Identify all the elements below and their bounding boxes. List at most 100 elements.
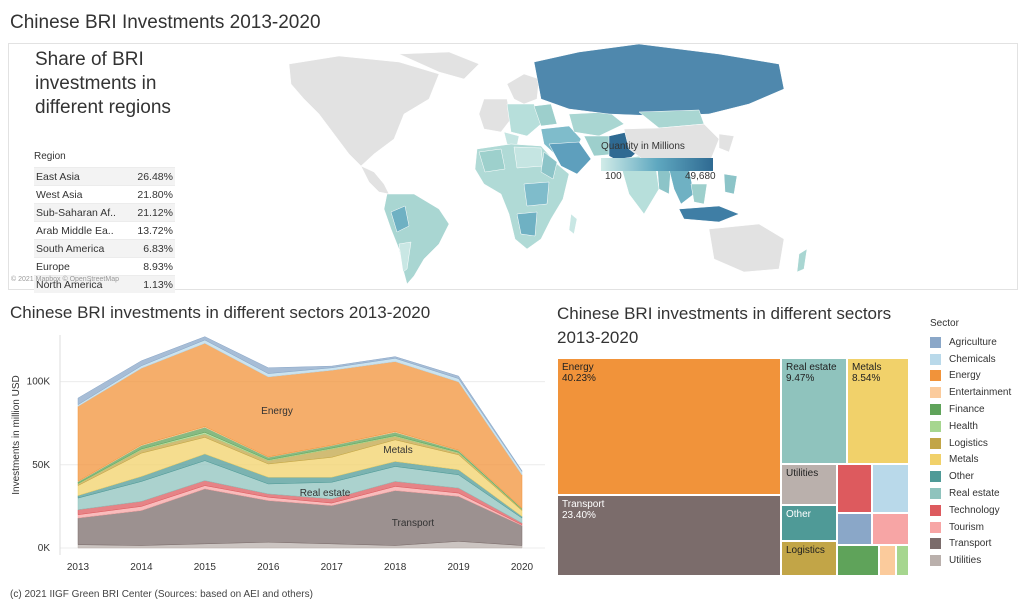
sector-swatch <box>930 521 941 533</box>
treemap-cell-energy[interactable]: Energy 40.23% <box>557 358 781 495</box>
region-name: North America <box>36 278 103 291</box>
treemap-cell-label: Real estate <box>786 362 837 373</box>
sector-legend-item[interactable]: Other <box>930 468 1024 485</box>
sector-legend-label: Chemicals <box>949 353 996 365</box>
region-row[interactable]: West Asia 21.80% <box>34 185 175 203</box>
region-name: West Asia <box>36 188 83 201</box>
region-row[interactable]: Europe 8.93% <box>34 257 175 275</box>
dashboard-title: Chinese BRI Investments 2013-2020 <box>10 12 321 33</box>
region-name: Sub-Saharan Af.. <box>36 206 116 219</box>
x-tick-label: 2016 <box>257 562 280 573</box>
area-series-label: Metals <box>383 445 412 456</box>
treemap-cell-health[interactable] <box>896 545 909 576</box>
region-row[interactable]: Arab Middle Ea.. 13.72% <box>34 221 175 239</box>
x-tick-label: 2014 <box>130 562 153 573</box>
sector-legend-title: Sector <box>930 318 959 329</box>
region-column-header: Region <box>34 151 66 162</box>
treemap-cell-finance[interactable] <box>837 545 879 576</box>
treemap-cell-tourism[interactable] <box>872 513 909 545</box>
area-series-agriculture[interactable] <box>77 336 523 473</box>
region-share: 21.12% <box>137 206 173 219</box>
treemap-cell-entertainment[interactable] <box>879 545 896 576</box>
sector-legend-item[interactable]: Agriculture <box>930 334 1024 351</box>
sector-swatch <box>930 370 941 382</box>
sector-legend-item[interactable]: Technology <box>930 502 1024 519</box>
x-tick-label: 2018 <box>384 562 407 573</box>
region-name: Arab Middle Ea.. <box>36 224 114 237</box>
sector-legend-label: Metals <box>949 454 979 466</box>
treemap-cell-label: Utilities <box>786 468 819 479</box>
area-chart[interactable]: 0K 50K 100K 2013 2014 2015 2016 2017 2018 2019 20… <box>0 330 555 580</box>
region-share: 26.48% <box>137 170 173 183</box>
region-name: East Asia <box>36 170 80 183</box>
treemap-cell-label: Transport <box>562 499 605 510</box>
sector-legend-item[interactable]: Chemicals <box>930 351 1024 368</box>
sector-legend-label: Transport <box>949 538 992 550</box>
region-share: 13.72% <box>137 224 173 237</box>
sector-legend-label: Health <box>949 420 978 432</box>
sector-swatch <box>930 336 941 348</box>
treemap-cell-label: Metals <box>852 362 882 373</box>
quantity-legend-min: 100 <box>605 171 622 182</box>
treemap-chart[interactable]: Energy 40.23% Transport 23.40% Real estate 9.… <box>557 358 909 576</box>
area-y-axis-label: Investments in million USD <box>11 375 22 494</box>
sector-swatch <box>930 353 941 365</box>
sector-legend-item[interactable]: Utilities <box>930 552 1024 569</box>
sector-legend-item[interactable]: Tourism <box>930 519 1024 536</box>
treemap-cell-label: Other <box>786 509 812 520</box>
sector-legend-item[interactable]: Energy <box>930 368 1024 385</box>
treemap-cell-utilities[interactable]: Utilities <box>781 464 837 505</box>
treemap-cell-technology[interactable] <box>837 464 872 513</box>
region-share: 1.13% <box>143 278 173 291</box>
sector-legend[interactable]: Sector Agriculture Chemicals Energy Enterta… <box>930 318 1024 569</box>
region-name: South America <box>36 242 105 255</box>
sector-legend-item[interactable]: Health <box>930 418 1024 435</box>
region-row[interactable]: East Asia 26.48% <box>34 167 175 185</box>
sector-legend-item[interactable]: Real estate <box>930 485 1024 502</box>
sector-legend-item[interactable]: Logistics <box>930 435 1024 452</box>
sector-legend-item[interactable]: Finance <box>930 401 1024 418</box>
map-copyright: © 2021 Mapbox © OpenStreetMap <box>11 276 119 283</box>
region-table[interactable]: Region East Asia 26.48% West Asia 21.80% Sub… <box>34 151 175 293</box>
sector-swatch <box>930 555 941 567</box>
treemap-cell-chemicals[interactable] <box>872 464 909 513</box>
treemap-cell-label: Logistics <box>786 545 825 556</box>
sector-legend-label: Energy <box>949 370 981 382</box>
sector-swatch <box>930 488 941 500</box>
region-row[interactable]: Sub-Saharan Af.. 21.12% <box>34 203 175 221</box>
treemap-title: Chinese BRI investments in different sec… <box>557 304 892 347</box>
treemap-cell-metals[interactable]: Metals 8.54% <box>847 358 909 464</box>
world-map[interactable] <box>279 44 869 289</box>
quantity-legend-title: Quantity in Millions <box>601 141 685 152</box>
sector-swatch <box>930 504 941 516</box>
sector-legend-item[interactable]: Entertainment <box>930 384 1024 401</box>
treemap-cell-agriculture[interactable] <box>837 513 872 545</box>
sector-legend-label: Logistics <box>949 437 988 449</box>
quantity-legend-max: 49,680 <box>685 171 716 182</box>
sector-legend-label: Other <box>949 471 975 483</box>
treemap-cell-real-estate[interactable]: Real estate 9.47% <box>781 358 847 464</box>
x-tick-label: 2020 <box>511 562 534 573</box>
sector-legend-item[interactable]: Transport <box>930 536 1024 553</box>
sector-legend-label: Utilities <box>949 555 982 567</box>
x-tick-label: 2017 <box>321 562 344 573</box>
quantity-legend: Quantity in Millions 100 49,680 <box>601 141 731 182</box>
sector-swatch <box>930 387 941 399</box>
treemap-cell-value: 40.23% <box>562 373 596 384</box>
footer-credit: (c) 2021 IIGF Green BRI Center (Sources:… <box>10 589 313 600</box>
area-series-label: Transport <box>392 518 435 529</box>
treemap-cell-logistics[interactable]: Logistics <box>781 541 837 576</box>
region-name: Europe <box>36 260 70 273</box>
sector-swatch <box>930 420 941 432</box>
sector-legend-label: Finance <box>949 404 985 416</box>
region-share: 21.80% <box>137 188 173 201</box>
region-row[interactable]: South America 6.83% <box>34 239 175 257</box>
region-row[interactable]: North America 1.13% <box>34 275 175 293</box>
map-panel[interactable]: Share of BRI investments in different re… <box>8 43 1018 293</box>
treemap-cell-transport[interactable]: Transport 23.40% <box>557 495 781 576</box>
x-tick-label: 2013 <box>67 562 90 573</box>
area-series-label: Real estate <box>300 488 351 499</box>
sector-legend-item[interactable]: Metals <box>930 452 1024 469</box>
treemap-cell-value: 8.54% <box>852 373 881 384</box>
treemap-cell-other[interactable]: Other <box>781 505 837 541</box>
